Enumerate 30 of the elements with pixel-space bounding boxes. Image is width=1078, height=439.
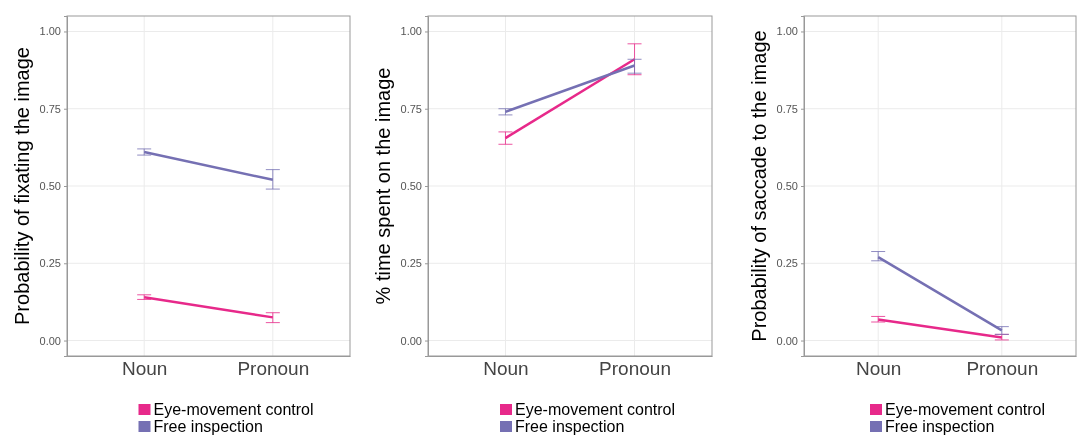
y-axis-title: Probability of fixating the image <box>11 47 33 325</box>
y-tick-label: 0.50 <box>776 180 798 193</box>
legend-label: Free inspection <box>885 418 995 435</box>
y-tick-label: 0.25 <box>39 257 61 270</box>
y-tick-label: 0.75 <box>39 102 61 115</box>
x-tick-label: Pronoun <box>599 358 671 380</box>
x-tick-label: Pronoun <box>966 358 1039 380</box>
legend-label: Eye-movement control <box>885 401 1046 418</box>
x-tick-label: Noun <box>855 358 902 380</box>
legend-label: Eye-movement control <box>153 401 314 418</box>
y-tick-label: 0.00 <box>400 334 422 347</box>
y-tick-label: 0.75 <box>400 102 422 115</box>
y-tick-label: 0.25 <box>400 257 422 270</box>
y-tick-label: 0.00 <box>776 334 798 347</box>
y-tick-label: 1.00 <box>400 25 422 38</box>
y-tick-label: 0.50 <box>39 180 61 193</box>
x-tick-label: Noun <box>483 358 529 380</box>
y-tick-label: 1.00 <box>776 25 798 38</box>
y-tick-label: 0.00 <box>39 334 61 347</box>
y-axis-title: % time spent on the image <box>372 67 394 305</box>
y-tick-label: 1.00 <box>39 25 61 38</box>
y-tick-label: 0.75 <box>776 102 798 115</box>
x-tick-label: Pronoun <box>237 358 310 380</box>
y-tick-label: 0.25 <box>776 257 798 270</box>
legend-label: Free inspection <box>515 418 625 435</box>
legend-label: Eye-movement control <box>515 401 676 418</box>
y-axis-title: Probability of saccade to the image <box>748 30 770 342</box>
x-tick-label: Noun <box>121 358 168 380</box>
legend-label: Free inspection <box>153 418 263 435</box>
y-tick-label: 0.50 <box>400 180 422 193</box>
